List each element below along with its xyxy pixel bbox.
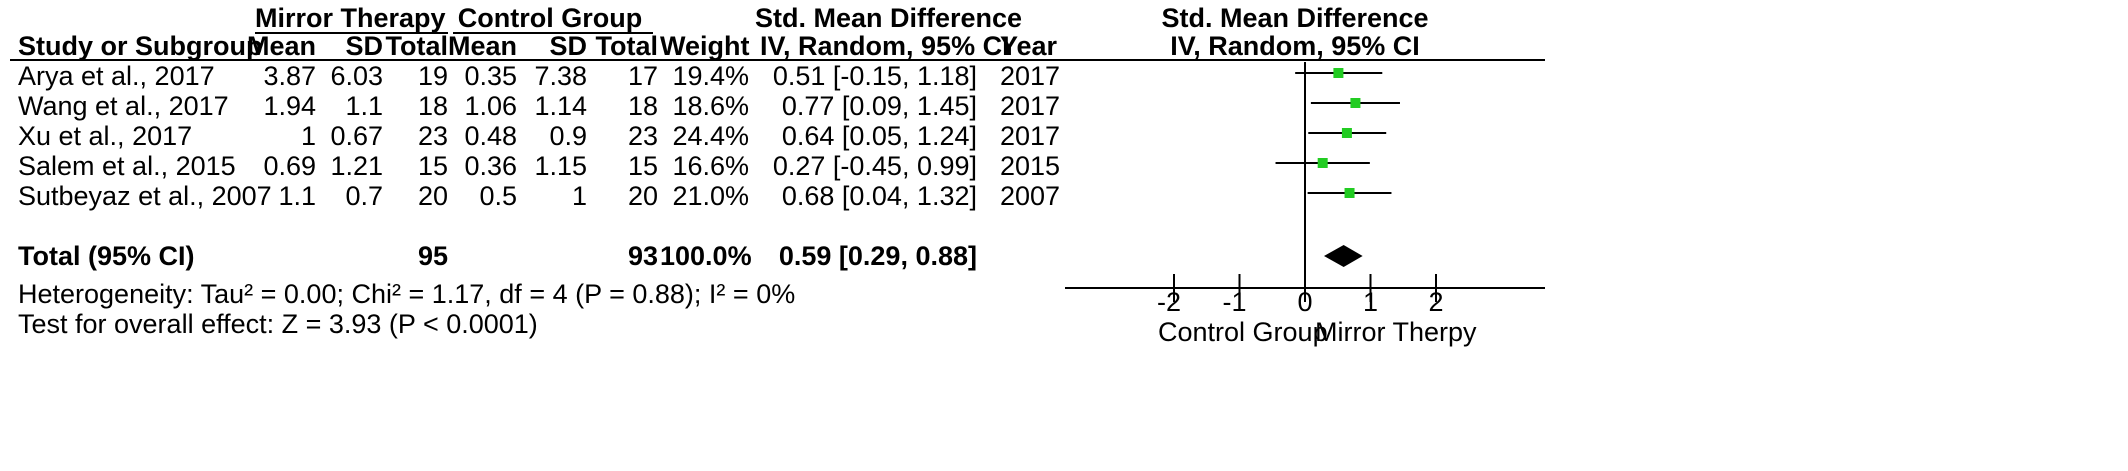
sd-1: 6.03	[330, 61, 383, 91]
total-2: 18	[627, 91, 658, 121]
x-tick-label: 1	[1363, 287, 1378, 317]
heterogeneity-text: Heterogeneity: Tau² = 0.00; Chi² = 1.17,…	[18, 279, 796, 309]
study-name: Wang et al., 2017	[18, 91, 229, 121]
pooled-effect-diamond	[1323, 245, 1363, 267]
column-header-total-2: Total	[595, 31, 659, 61]
mean-2: 0.5	[479, 181, 517, 211]
group-header-control-group: Control Group	[457, 3, 643, 33]
total-1: 19	[417, 61, 448, 91]
total-2: 17	[627, 61, 658, 91]
mean-1: 3.87	[263, 61, 316, 91]
mean-2: 0.48	[464, 121, 517, 151]
total-1: 23	[417, 121, 448, 151]
total-1: 18	[417, 91, 448, 121]
point-estimate-marker	[1317, 158, 1328, 168]
smd-header-title: Std. Mean Difference	[755, 3, 1023, 33]
plot-header-subtitle: IV, Random, 95% CI	[1170, 31, 1420, 61]
total-n1: 95	[417, 241, 448, 271]
mean-2: 1.06	[464, 91, 517, 121]
sd-2: 7.38	[534, 61, 587, 91]
weight: 21.0%	[672, 181, 749, 211]
header-rule	[10, 59, 1545, 61]
year: 2007	[1000, 181, 1061, 211]
effect-ci: 0.68 [0.04, 1.32]	[781, 181, 977, 211]
effect-ci: 0.27 [-0.45, 0.99]	[772, 151, 977, 181]
x-tick-label: 2	[1428, 287, 1443, 317]
mean-1: 1	[300, 121, 316, 151]
year: 2017	[1000, 121, 1061, 151]
weight: 16.6%	[672, 151, 749, 181]
group-header-mirror-therapy: Mirror Therapy	[255, 3, 446, 33]
study-name: Arya et al., 2017	[18, 61, 215, 91]
total-label: Total (95% CI)	[18, 241, 195, 271]
total-1: 15	[417, 151, 448, 181]
column-header-sd-2: SD	[549, 31, 587, 61]
sd-1: 1.21	[330, 151, 383, 181]
point-estimate-marker	[1344, 188, 1355, 198]
column-header-weight: Weight	[660, 31, 750, 61]
point-estimate-marker	[1333, 68, 1344, 78]
mean-1: 1.94	[263, 91, 316, 121]
plot-header-title: Std. Mean Difference	[1161, 3, 1429, 33]
total-2: 20	[627, 181, 658, 211]
column-header-study: Study or Subgroup	[18, 31, 263, 61]
sd-1: 0.67	[330, 121, 383, 151]
mean-2: 0.36	[464, 151, 517, 181]
study-name: Salem et al., 2015	[18, 151, 236, 181]
study-name: Sutbeyaz et al., 2007	[18, 181, 272, 211]
total-weight: 100.0%	[660, 241, 752, 271]
sd-2: 1	[571, 181, 587, 211]
column-header-ci: IV, Random, 95% CI	[760, 31, 1010, 61]
column-header-total-1: Total	[385, 31, 449, 61]
column-header-sd-1: SD	[345, 31, 383, 61]
weight: 19.4%	[672, 61, 749, 91]
column-header-mean-2: Mean	[447, 31, 517, 61]
study-name: Xu et al., 2017	[18, 121, 193, 151]
effect-ci: 0.64 [0.05, 1.24]	[781, 121, 977, 151]
group-underline-control-group	[453, 32, 653, 34]
mean-2: 0.35	[464, 61, 517, 91]
x-tick-label: -1	[1222, 287, 1246, 317]
group-underline-mirror-therapy	[255, 32, 448, 34]
x-tick-label: -2	[1157, 287, 1181, 317]
point-estimate-marker	[1341, 128, 1352, 138]
sd-1: 1.1	[345, 91, 383, 121]
overall-effect-text: Test for overall effect: Z = 3.93 (P < 0…	[18, 309, 538, 339]
point-estimate-marker	[1350, 98, 1361, 108]
weight: 24.4%	[672, 121, 749, 151]
x-tick-label: 0	[1297, 287, 1312, 317]
year: 2017	[1000, 61, 1061, 91]
column-header-mean-1: Mean	[246, 31, 316, 61]
weight: 18.6%	[672, 91, 749, 121]
column-header-year: Year	[1000, 31, 1058, 61]
effect-ci: 0.51 [-0.15, 1.18]	[772, 61, 977, 91]
axis-label-right: Mirror Therpy	[1315, 317, 1477, 347]
total-1: 20	[417, 181, 448, 211]
total-2: 15	[627, 151, 658, 181]
mean-1: 1.1	[278, 181, 316, 211]
sd-2: 1.15	[534, 151, 587, 181]
axis-label-left: Control Group	[1158, 317, 1328, 347]
effect-ci: 0.77 [0.09, 1.45]	[781, 91, 977, 121]
sd-2: 0.9	[549, 121, 587, 151]
total-effect-ci: 0.59 [0.29, 0.88]	[778, 241, 977, 271]
mean-1: 0.69	[263, 151, 316, 181]
year: 2017	[1000, 91, 1061, 121]
total-2: 23	[627, 121, 658, 151]
sd-2: 1.14	[534, 91, 587, 121]
total-n2: 93	[627, 241, 658, 271]
sd-1: 0.7	[345, 181, 383, 211]
year: 2015	[1000, 151, 1061, 181]
